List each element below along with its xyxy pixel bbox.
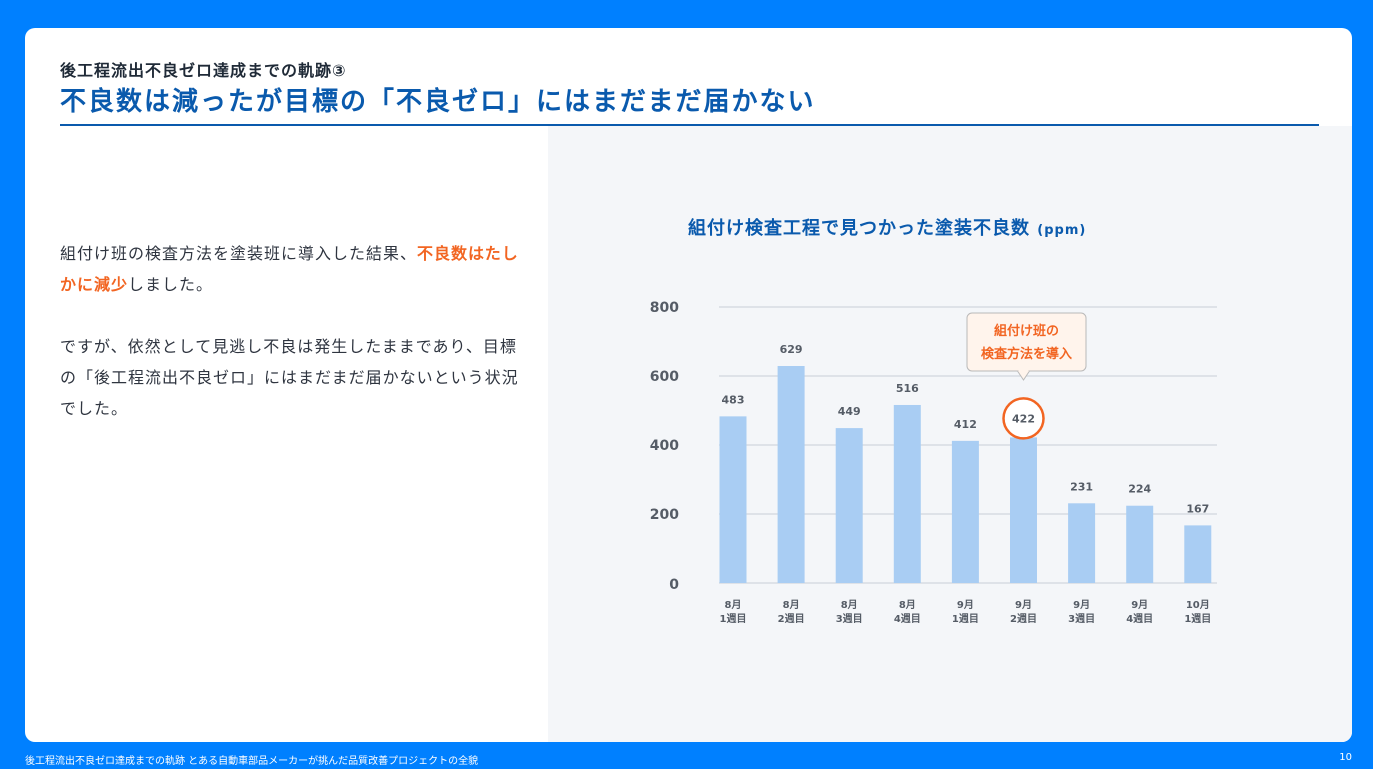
x-tick-label: 8月 [841, 599, 858, 611]
y-tick-label: 0 [669, 577, 679, 593]
x-tick-label: 3週目 [1068, 613, 1095, 625]
x-tick-label: 4週目 [1126, 613, 1153, 625]
bar [835, 428, 863, 583]
x-tick-label: 1週目 [1184, 613, 1211, 625]
title-divider [60, 124, 1319, 126]
bar [1184, 525, 1212, 583]
x-tick-label: 2週目 [1010, 613, 1037, 625]
data-label: 224 [1128, 483, 1151, 496]
data-label: 412 [954, 418, 977, 431]
x-tick-label: 2週目 [778, 613, 805, 625]
page-number: 10 [1339, 752, 1352, 763]
x-tick-label: 9月 [957, 599, 974, 611]
body-paragraph-2: ですが、依然として見逃し不良は発生したままであり、目標の「後工程流出不良ゼロ」に… [60, 337, 519, 418]
x-tick-label: 1週目 [952, 613, 979, 625]
x-tick-label: 9月 [1073, 599, 1090, 611]
y-tick-label: 400 [650, 438, 679, 454]
data-label: 629 [780, 343, 803, 356]
data-label: 449 [838, 405, 861, 418]
data-label: 231 [1070, 480, 1093, 493]
annotation-pointer [1017, 370, 1030, 381]
section-kicker: 後工程流出不良ゼロ達成までの軌跡③ [60, 61, 347, 80]
bar [951, 440, 979, 583]
chart-title: 組付け検査工程で見つかった塗装不良数 (ppm) [688, 214, 1086, 240]
data-label: 167 [1186, 502, 1209, 515]
bar [1010, 437, 1037, 583]
body-text: 組付け班の検査方法を塗装班に導入した結果、不良数はたしかに減少しました。 ですが… [60, 238, 530, 424]
chart-unit: (ppm) [1037, 223, 1087, 238]
body-text-lead: 組付け班の検査方法を塗装班に導入した結果、 [60, 244, 418, 263]
x-tick-label: 8月 [783, 599, 800, 611]
y-tick-label: 200 [650, 507, 679, 523]
highlight-circle [1002, 397, 1045, 440]
y-tick-label: 600 [650, 369, 679, 385]
bar [1126, 505, 1154, 583]
chart-title-text: 組付け検査工程で見つかった塗装不良数 [688, 218, 1030, 239]
body-text-tail: しました。 [128, 275, 214, 294]
x-tick-label: 10月 [1186, 599, 1210, 611]
annotation-box [966, 312, 1087, 372]
slide-card: 後工程流出不良ゼロ達成までの軌跡③ 不良数は減ったが目標の「不良ゼロ」にはまだま… [25, 28, 1352, 742]
data-label: 422 [1012, 412, 1035, 425]
chart-panel [548, 126, 1352, 742]
page-title: 不良数は減ったが目標の「不良ゼロ」にはまだまだ届かない [60, 87, 816, 117]
footer-text: 後工程流出不良ゼロ達成までの軌跡 とある自動車部品メーカーが挑んだ品質改善プロジ… [25, 756, 479, 767]
bar [1068, 503, 1096, 583]
x-tick-label: 8月 [725, 599, 742, 611]
data-label: 516 [896, 382, 919, 395]
x-tick-label: 3週目 [836, 613, 863, 625]
body-paragraph-1: 組付け班の検査方法を塗装班に導入した結果、不良数はたしかに減少しました。 [60, 238, 530, 300]
bar [777, 365, 805, 583]
highlight-text: 不良数はたしかに減少 [60, 244, 519, 294]
y-tick-label: 800 [650, 300, 679, 316]
x-tick-label: 9月 [1015, 599, 1032, 611]
annotation-text: 検査方法を導入 [981, 346, 1072, 362]
bar [719, 416, 747, 583]
data-label: 483 [722, 393, 745, 406]
x-tick-label: 1週目 [720, 613, 747, 625]
annotation-text: 組付け班の [994, 323, 1059, 339]
x-tick-label: 9月 [1131, 599, 1148, 611]
x-tick-label: 8月 [899, 599, 916, 611]
x-tick-label: 4週目 [894, 613, 921, 625]
bar [893, 404, 921, 583]
